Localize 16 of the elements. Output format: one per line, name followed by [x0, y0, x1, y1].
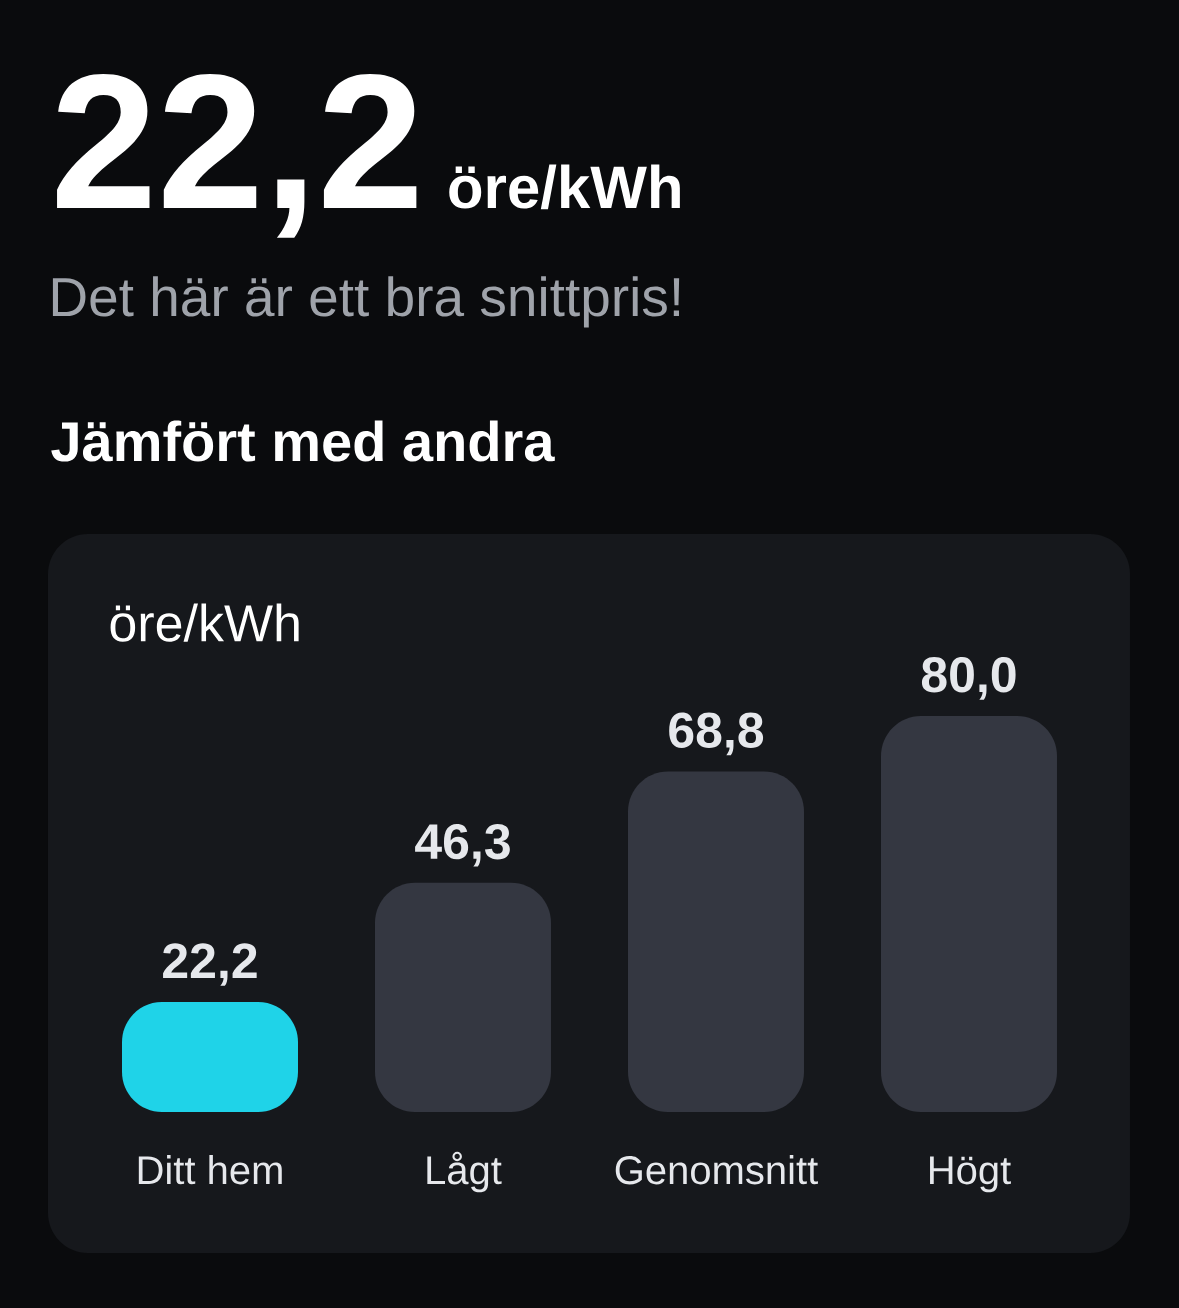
data-label: 22,2	[163, 943, 257, 986]
x-tick-label: Lågt	[427, 1151, 502, 1193]
chart-title: Jämfört med andra	[51, 420, 555, 462]
data-label: 46,3	[415, 823, 510, 867]
bar	[880, 716, 1057, 1113]
text: öre/kWh	[449, 164, 680, 210]
bar	[375, 882, 551, 1113]
x-tick-label: Genomsnitt	[615, 1155, 818, 1185]
x-tick-label: Ditt hem	[138, 1155, 282, 1185]
data-label: 80,0	[921, 657, 1016, 700]
bar	[628, 771, 804, 1113]
x-tick-label: Högt	[930, 1156, 1011, 1193]
data-label: 68,8	[669, 712, 764, 756]
text: Det här är ett bra snittpris!	[52, 276, 680, 328]
y-axis-title: öre/kWh	[110, 603, 299, 642]
text: 22,2	[57, 73, 417, 238]
